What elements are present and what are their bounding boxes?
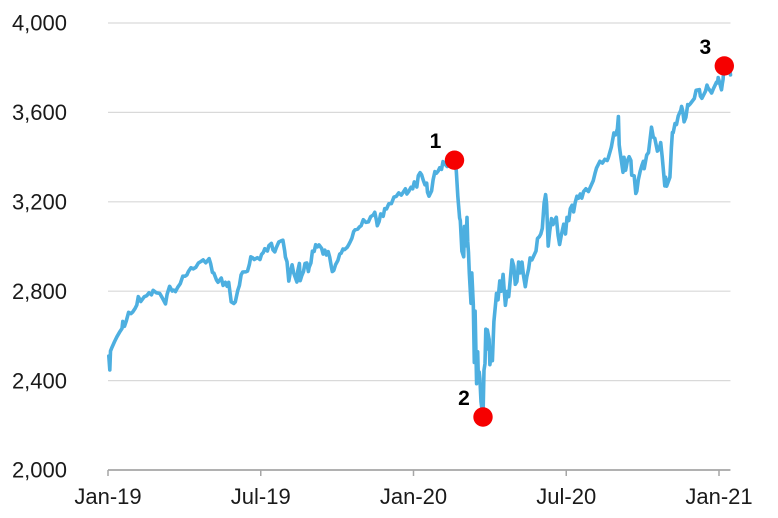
event-marker-label: 3: [699, 36, 711, 59]
event-marker-label: 2: [458, 387, 470, 410]
y-axis-tick-label: 2,400: [12, 368, 67, 393]
x-axis-tick-label: Jan-19: [74, 484, 141, 509]
y-axis-tick-label: 4,000: [12, 11, 67, 36]
x-axis-tick-label: Jul-20: [536, 484, 596, 509]
y-axis-tick-label: 2,800: [12, 279, 67, 304]
event-marker-dot: [473, 407, 493, 427]
y-axis-tick-label: 2,000: [12, 458, 67, 483]
event-marker-label: 1: [430, 130, 442, 153]
y-axis-tick-label: 3,600: [12, 100, 67, 125]
y-axis-tick-label: 3,200: [12, 190, 67, 215]
x-axis-tick-label: Jan-21: [685, 484, 752, 509]
x-axis-tick-label: Jan-20: [380, 484, 447, 509]
x-axis-tick-label: Jul-19: [231, 484, 291, 509]
event-marker-dot: [444, 150, 465, 170]
index-price-line: [107, 60, 733, 419]
event-marker-dot: [714, 56, 734, 76]
